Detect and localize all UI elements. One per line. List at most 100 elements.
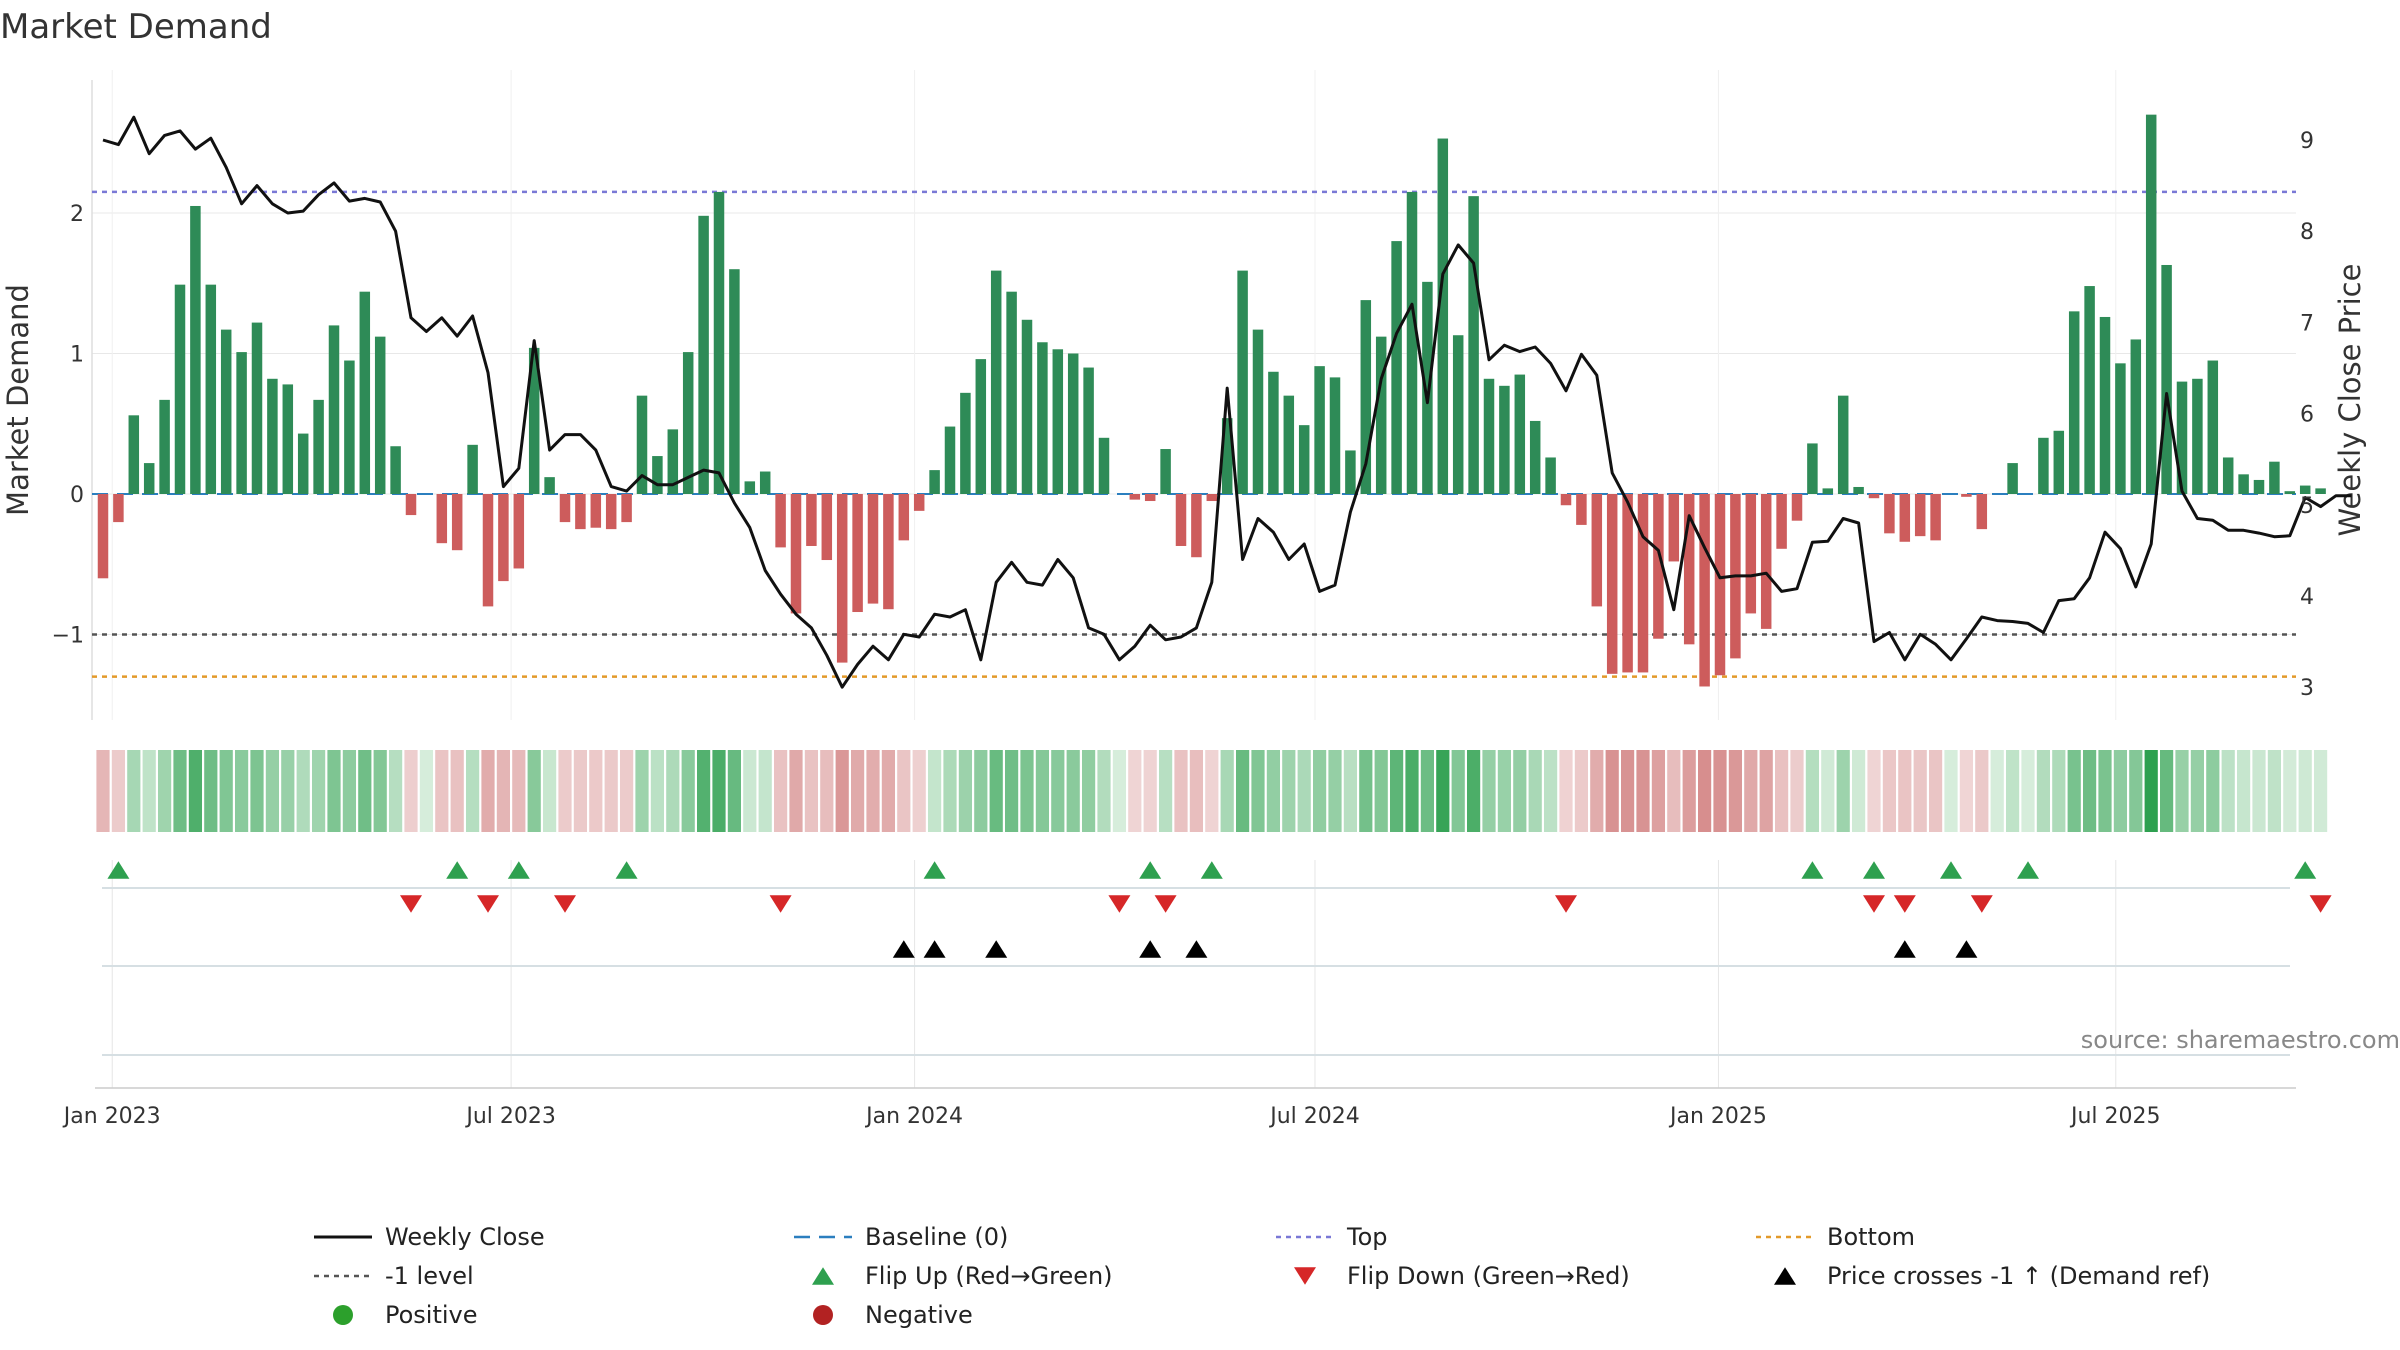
flip-up-marker [107, 861, 130, 879]
legend-swatch-triangle [812, 1267, 834, 1285]
strip-cell [543, 750, 557, 832]
demand-bar [1807, 443, 1818, 494]
strip-cell [620, 750, 634, 832]
strip-cell [2175, 750, 2189, 832]
demand-bar [1591, 494, 1603, 607]
flip-down-marker [477, 895, 499, 913]
flip-up-marker [1940, 861, 1962, 879]
strip-cell [404, 750, 418, 832]
strip-cell [1728, 750, 1742, 832]
legend-swatch-dot [813, 1305, 833, 1325]
strip-cell [512, 750, 526, 832]
strip-cell [2314, 750, 2328, 832]
y-tick-label: 0 [70, 483, 84, 508]
demand-bar [790, 494, 802, 614]
y2-tick-label: 8 [2300, 220, 2314, 245]
demand-bar [729, 269, 740, 494]
strip-cell [235, 750, 249, 832]
demand-bar [960, 392, 971, 494]
legend-swatch-triangle [1774, 1267, 1796, 1285]
demand-bar [97, 494, 109, 579]
demand-bar [1329, 377, 1341, 494]
strip-cell [111, 750, 125, 832]
demand-bar [1160, 449, 1171, 494]
strip-cell [1898, 750, 1912, 832]
demand-bar [344, 360, 355, 494]
legend-item: Bottom [1756, 1223, 1915, 1251]
strip-cell [481, 750, 495, 832]
demand-bar [1206, 494, 1218, 502]
y2-ticks: 3 4 5 6 7 8 9 [2300, 129, 2314, 701]
demand-bar [867, 494, 879, 604]
demand-bar [2315, 488, 2326, 494]
strip-cell [1759, 750, 1773, 832]
strip-cell [851, 750, 865, 832]
flip-down-marker [1108, 895, 1131, 913]
strip-cell [2298, 750, 2312, 832]
demand-bar [975, 359, 987, 494]
strip-cell [466, 750, 480, 832]
strip-cell [1713, 750, 1727, 832]
price-cross-marker [1139, 940, 1162, 958]
demand-bar [267, 378, 278, 494]
demand-bar [2145, 114, 2157, 495]
flip-up-marker [923, 861, 946, 879]
strip-cell [2113, 750, 2127, 832]
strip-cell [743, 750, 757, 832]
strip-cell [1066, 750, 1080, 832]
strip-cell [1035, 750, 1049, 832]
strip-cell [928, 750, 942, 832]
flip-up-marker [1139, 861, 1162, 879]
demand-bar [775, 494, 786, 548]
demand-bar [1360, 300, 1372, 494]
legend-label: Flip Up (Red→Green) [865, 1262, 1113, 1290]
x-tick-label: Jul 2025 [2069, 1104, 2161, 1129]
strip-cell [1236, 750, 1250, 832]
demand-bar [2222, 457, 2234, 494]
legend-item: Price crosses -1 ↑ (Demand ref) [1774, 1262, 2210, 1290]
demand-bar [405, 494, 417, 516]
demand-bar [1606, 494, 1618, 674]
demand-bar [2192, 378, 2203, 494]
strip-cell [204, 750, 218, 832]
demand-bar [1560, 494, 1572, 506]
demand-bar [2176, 381, 2188, 494]
demand-bar [1345, 450, 1356, 494]
strip-cell [912, 750, 926, 832]
legend-label: Positive [385, 1301, 478, 1329]
demand-bar [1683, 494, 1695, 645]
demand-bar [898, 494, 910, 541]
strip-cell [1944, 750, 1958, 832]
x-tick-label: Jan 2024 [864, 1104, 963, 1129]
strip-cell [589, 750, 603, 832]
strip-cell [373, 750, 387, 832]
demand-bar [2084, 286, 2095, 494]
strip-cell [2283, 750, 2297, 832]
strip-cell [2036, 750, 2050, 832]
demand-bar [1914, 494, 1926, 537]
strip-cell [1990, 750, 2004, 832]
y-axis-label: Market Demand [1, 284, 35, 516]
legend-item: Negative [813, 1301, 973, 1329]
demand-bar [1006, 291, 1017, 494]
strip-cell [1544, 750, 1558, 832]
demand-bar [2284, 491, 2296, 494]
demand-bar [1298, 425, 1310, 494]
strip-cell [1436, 750, 1450, 832]
demand-bar [1961, 494, 1972, 497]
strip-cell [1328, 750, 1342, 832]
legend-item: Positive [333, 1301, 478, 1329]
strip-cell [789, 750, 803, 832]
demand-bar [498, 494, 509, 582]
legend-item: Baseline (0) [794, 1223, 1008, 1251]
demand-heat-strip [96, 750, 2328, 832]
demand-bar [2115, 363, 2126, 494]
strip-cell [2237, 750, 2251, 832]
y2-tick-label: 3 [2300, 676, 2314, 701]
strip-cell [1266, 750, 1280, 832]
strip-cell [727, 750, 741, 832]
strip-cell [1097, 750, 1111, 832]
strip-cell [1005, 750, 1019, 832]
legend-label: -1 level [385, 1262, 474, 1290]
